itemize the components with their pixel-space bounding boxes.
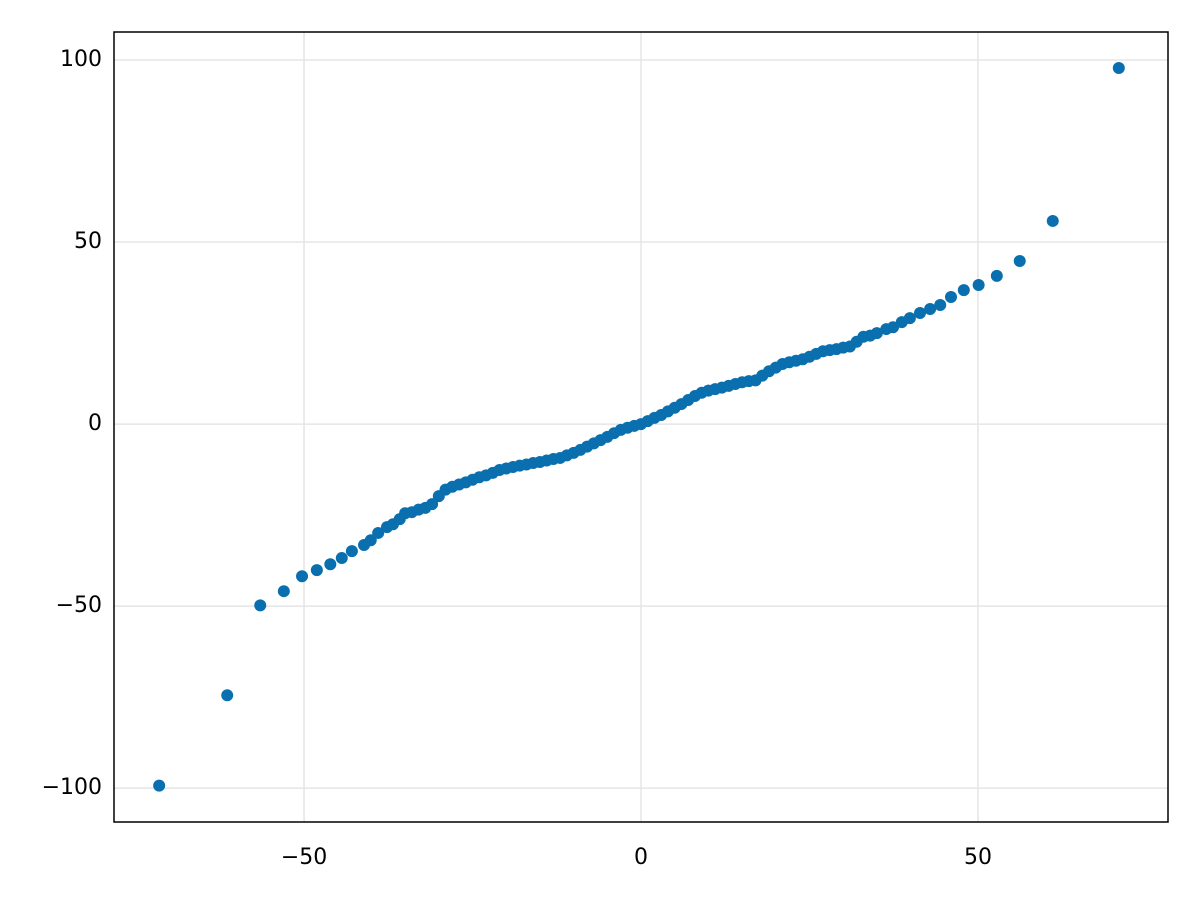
- point: [254, 599, 267, 612]
- point: [870, 327, 883, 340]
- point: [990, 269, 1003, 282]
- point: [364, 534, 377, 547]
- point: [277, 585, 290, 598]
- x-tick-label: 0: [634, 845, 648, 870]
- point: [914, 307, 926, 320]
- y-tick-label: −100: [42, 775, 102, 800]
- point: [372, 526, 385, 539]
- point: [153, 779, 166, 792]
- point: [1046, 214, 1059, 227]
- point: [903, 312, 916, 325]
- point: [426, 498, 439, 511]
- plot-frame: [113, 31, 1169, 823]
- point: [1013, 254, 1026, 267]
- point: [221, 689, 234, 702]
- point: [310, 564, 323, 577]
- y-tick-label: −50: [56, 593, 102, 618]
- x-tick-label: 50: [964, 845, 992, 870]
- point: [1112, 62, 1125, 75]
- point: [324, 558, 337, 571]
- y-tick-label: 0: [88, 411, 102, 436]
- y-tick-label: 50: [74, 229, 102, 254]
- point: [345, 545, 358, 558]
- x-tick-label: −50: [281, 845, 327, 870]
- point: [887, 321, 900, 334]
- y-tick-label: 100: [60, 47, 102, 72]
- point: [924, 303, 937, 316]
- point: [296, 570, 309, 583]
- point: [945, 291, 957, 304]
- point: [335, 552, 348, 565]
- point: [972, 279, 985, 292]
- point: [934, 299, 947, 312]
- point: [957, 284, 970, 297]
